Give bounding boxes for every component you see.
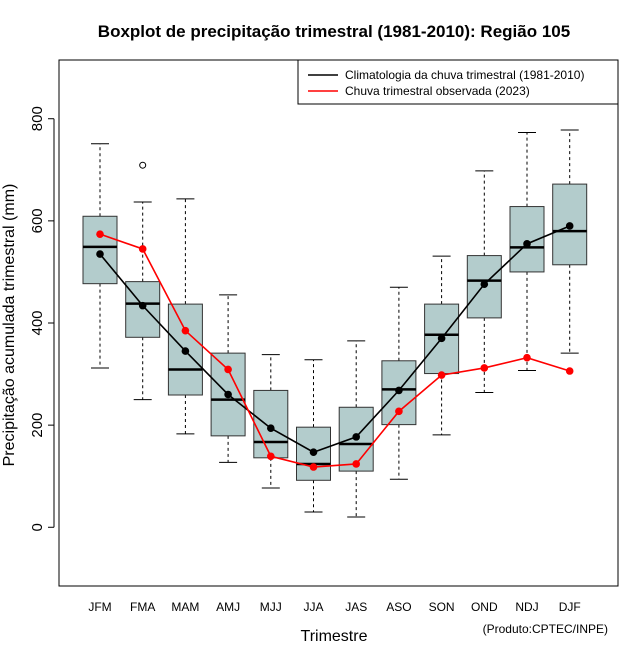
series-point (138, 245, 147, 253)
box-djf (552, 129, 588, 354)
legend-label: Chuva trimestral observada (2023) (345, 84, 530, 98)
series-point (437, 334, 446, 343)
y-tick-label: 600 (29, 208, 46, 233)
series-point (96, 250, 104, 258)
x-axis: JFM FMA MAM AMJ MJJ JJA JAS ASO SON OND NDJ DJF (88, 600, 580, 614)
series-point (437, 371, 446, 379)
series-line (99, 225, 571, 454)
series-point (267, 424, 275, 433)
box-son (424, 255, 460, 436)
credit-text: (Produto:CPTEC/INPE) (483, 622, 608, 636)
series-point (96, 230, 104, 238)
series-point (480, 280, 489, 288)
y-tick-label: 800 (29, 106, 46, 131)
x-axis-label: Trimestre (301, 628, 368, 645)
x-tick-label: DJF (559, 600, 581, 614)
legend-box (297, 59, 619, 105)
y-axis-label: Precipitação acumulada trimestral (mm) (1, 184, 18, 467)
x-tick-label: AMJ (216, 600, 240, 614)
series-point (352, 433, 361, 441)
box-outlier (139, 161, 147, 169)
y-tick-label: 200 (29, 413, 46, 438)
series-point (565, 222, 574, 230)
series-point (480, 364, 489, 372)
box-body (253, 389, 289, 459)
box-jja (296, 359, 331, 513)
series-point (523, 240, 531, 248)
x-tick-label: MJJ (260, 600, 282, 614)
series-lines (96, 222, 574, 471)
series-climatology (96, 222, 574, 457)
series-point (523, 353, 531, 362)
y-tick-label: 0 (29, 523, 46, 531)
series-point (395, 386, 403, 395)
box-jfm (82, 143, 118, 369)
box-mjj (253, 354, 289, 489)
x-tick-label: SON (429, 600, 455, 614)
x-tick-label: MAM (171, 600, 199, 614)
series-point (309, 463, 318, 471)
legend-label: Climatologia da chuva trimestral (1981-2… (345, 68, 584, 82)
chart-title: Boxplot de precipitação trimestral (1981… (98, 22, 570, 41)
box-fma (125, 161, 161, 401)
series-point (309, 448, 318, 457)
x-tick-label: JFM (88, 600, 111, 614)
y-tick-label: 400 (29, 310, 46, 335)
box-body (82, 215, 118, 285)
box-amj (210, 294, 246, 463)
y-axis: 0 200 400 600 800 (29, 106, 55, 531)
box-mam (167, 198, 203, 435)
x-tick-label: JJA (303, 600, 323, 614)
box-jas (338, 340, 374, 518)
box-aso (381, 286, 417, 480)
series-point (138, 301, 147, 310)
series-point (352, 460, 361, 468)
series-point (565, 367, 574, 375)
series-point (224, 390, 232, 399)
series-observed-2023 (96, 230, 574, 471)
x-tick-label: OND (471, 600, 498, 614)
legend: Climatologia da chuva trimestral (1981-2… (297, 59, 619, 105)
series-point (224, 365, 232, 374)
x-tick-label: FMA (130, 600, 155, 614)
series-point (395, 407, 403, 416)
x-tick-label: NDJ (515, 600, 538, 614)
series-line (99, 233, 570, 468)
series-point (181, 326, 190, 335)
series-point (267, 452, 275, 461)
x-tick-label: JAS (345, 600, 367, 614)
box-ndj (509, 132, 545, 371)
series-point (181, 347, 190, 355)
x-tick-label: ASO (386, 600, 411, 614)
box-body (125, 281, 161, 338)
